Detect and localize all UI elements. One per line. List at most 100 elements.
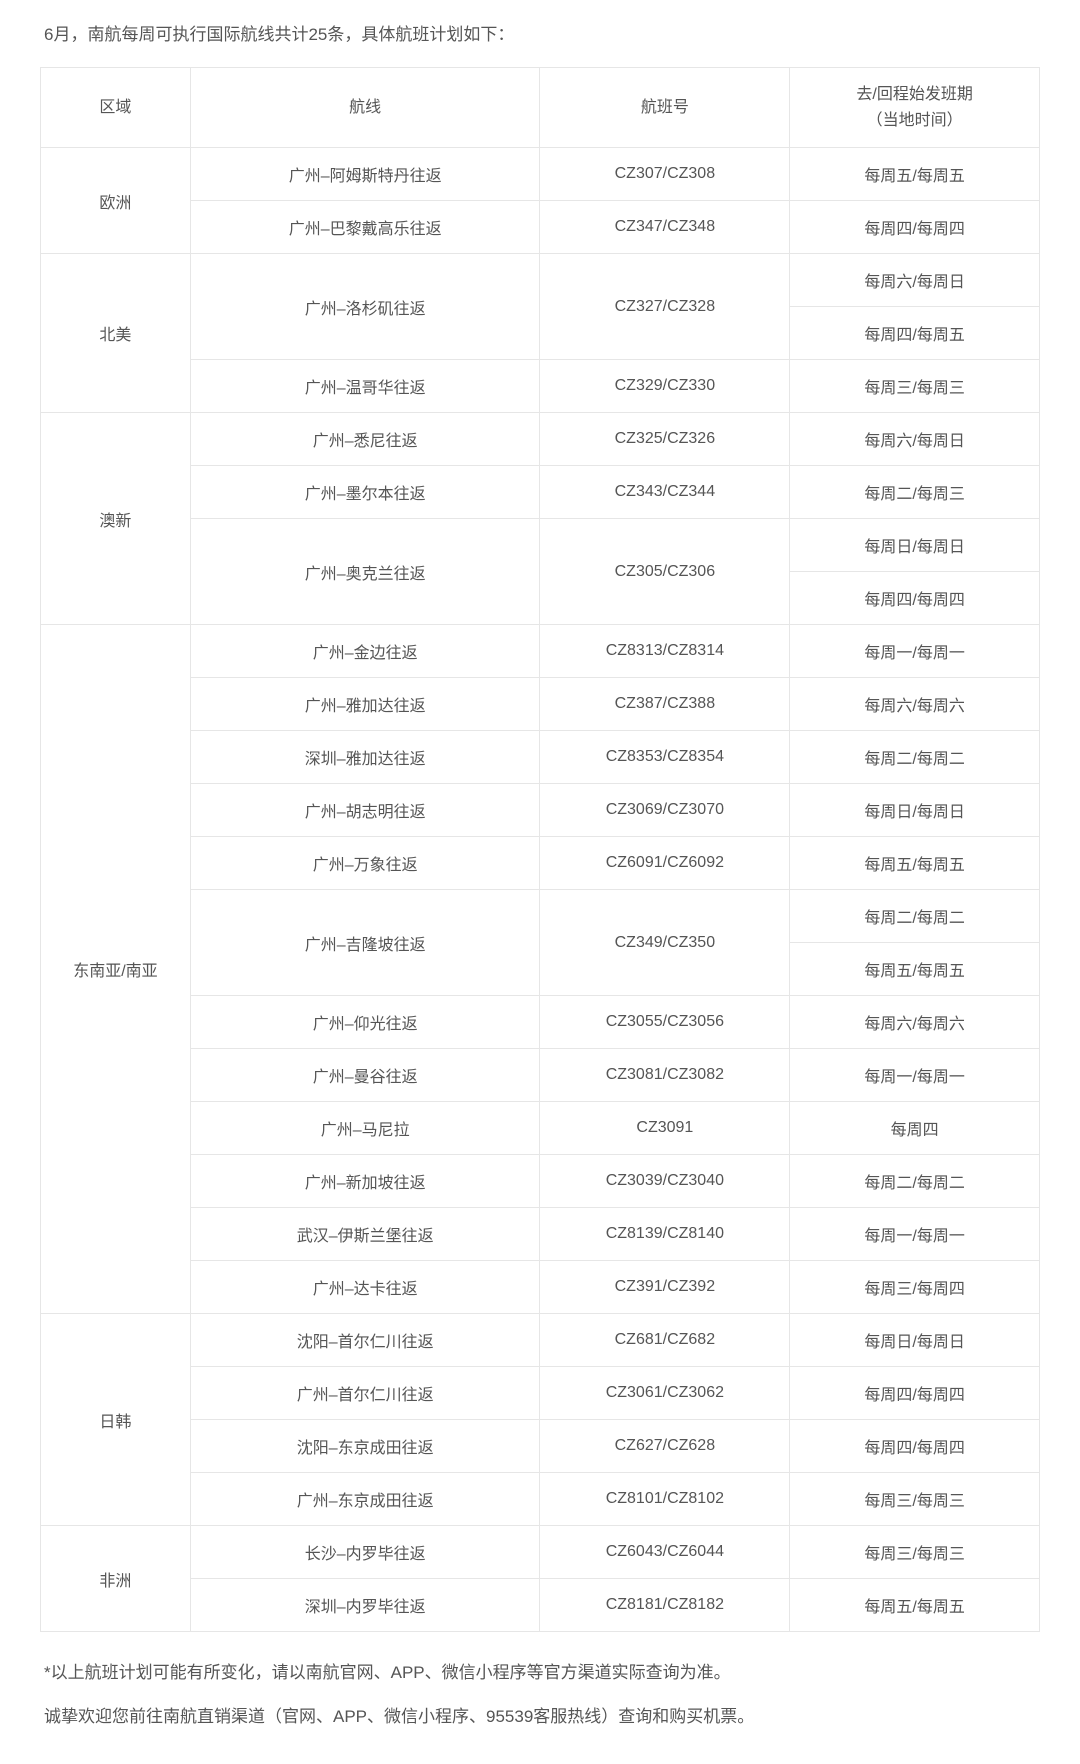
route-cell: 广州–达卡往返 — [190, 1261, 540, 1314]
flight-cell: CZ3055/CZ3056 — [540, 996, 790, 1049]
flight-cell: CZ8313/CZ8314 — [540, 625, 790, 678]
days-cell: 每周二/每周二 — [790, 1155, 1040, 1208]
flight-cell: CZ627/CZ628 — [540, 1420, 790, 1473]
route-cell: 广州–马尼拉 — [190, 1102, 540, 1155]
table-row: 广州–仰光往返CZ3055/CZ3056每周六/每周六 — [41, 996, 1040, 1049]
route-cell: 广州–巴黎戴高乐往返 — [190, 201, 540, 254]
days-cell: 每周四/每周四 — [790, 1367, 1040, 1420]
days-cell: 每周日/每周日 — [790, 519, 1040, 572]
col-header-days: 去/回程始发班期 （当地时间） — [790, 68, 1040, 148]
route-cell: 广州–新加坡往返 — [190, 1155, 540, 1208]
days-cell: 每周三/每周三 — [790, 1473, 1040, 1526]
route-cell: 广州–墨尔本往返 — [190, 466, 540, 519]
route-cell: 广州–阿姆斯特丹往返 — [190, 148, 540, 201]
flight-cell: CZ681/CZ682 — [540, 1314, 790, 1367]
days-cell: 每周四/每周五 — [790, 307, 1040, 360]
table-row: 沈阳–东京成田往返CZ627/CZ628每周四/每周四 — [41, 1420, 1040, 1473]
table-row: 广州–万象往返CZ6091/CZ6092每周五/每周五 — [41, 837, 1040, 890]
days-cell: 每周二/每周二 — [790, 890, 1040, 943]
region-cell: 北美 — [41, 254, 191, 413]
table-row: 广州–温哥华往返CZ329/CZ330每周三/每周三 — [41, 360, 1040, 413]
days-cell: 每周日/每周日 — [790, 784, 1040, 837]
days-cell: 每周三/每周三 — [790, 360, 1040, 413]
table-row: 深圳–雅加达往返CZ8353/CZ8354每周二/每周二 — [41, 731, 1040, 784]
table-row: 广州–墨尔本往返CZ343/CZ344每周二/每周三 — [41, 466, 1040, 519]
table-row: 澳新广州–悉尼往返CZ325/CZ326每周六/每周日 — [41, 413, 1040, 466]
route-cell: 广州–悉尼往返 — [190, 413, 540, 466]
table-row: 广州–胡志明往返CZ3069/CZ3070每周日/每周日 — [41, 784, 1040, 837]
table-row: 广州–东京成田往返CZ8101/CZ8102每周三/每周三 — [41, 1473, 1040, 1526]
table-row: 欧洲广州–阿姆斯特丹往返CZ307/CZ308每周五/每周五 — [41, 148, 1040, 201]
table-row: 广州–曼谷往返CZ3081/CZ3082每周一/每周一 — [41, 1049, 1040, 1102]
flight-cell: CZ6091/CZ6092 — [540, 837, 790, 890]
flight-cell: CZ8139/CZ8140 — [540, 1208, 790, 1261]
days-cell: 每周五/每周五 — [790, 943, 1040, 996]
table-row: 广州–雅加达往返CZ387/CZ388每周六/每周六 — [41, 678, 1040, 731]
days-cell: 每周一/每周一 — [790, 625, 1040, 678]
footnote-block: *以上航班计划可能有所变化，请以南航官网、APP、微信小程序等官方渠道实际查询为… — [40, 1656, 1040, 1734]
days-cell: 每周二/每周二 — [790, 731, 1040, 784]
flight-cell: CZ307/CZ308 — [540, 148, 790, 201]
col-header-days-line1: 去/回程始发班期 — [856, 86, 972, 103]
flight-cell: CZ3081/CZ3082 — [540, 1049, 790, 1102]
flight-schedule-table: 区域 航线 航班号 去/回程始发班期 （当地时间） 欧洲广州–阿姆斯特丹往返CZ… — [40, 67, 1040, 1632]
days-cell: 每周五/每周五 — [790, 837, 1040, 890]
col-header-flight: 航班号 — [540, 68, 790, 148]
flight-cell: CZ343/CZ344 — [540, 466, 790, 519]
table-row: 东南亚/南亚广州–金边往返CZ8313/CZ8314每周一/每周一 — [41, 625, 1040, 678]
route-cell: 广州–东京成田往返 — [190, 1473, 540, 1526]
flight-cell: CZ3039/CZ3040 — [540, 1155, 790, 1208]
flight-cell: CZ387/CZ388 — [540, 678, 790, 731]
days-cell: 每周一/每周一 — [790, 1049, 1040, 1102]
table-row: 广州–新加坡往返CZ3039/CZ3040每周二/每周二 — [41, 1155, 1040, 1208]
route-cell: 沈阳–首尔仁川往返 — [190, 1314, 540, 1367]
route-cell: 广州–奥克兰往返 — [190, 519, 540, 625]
flight-cell: CZ391/CZ392 — [540, 1261, 790, 1314]
days-cell: 每周三/每周四 — [790, 1261, 1040, 1314]
days-cell: 每周六/每周日 — [790, 254, 1040, 307]
days-cell: 每周五/每周五 — [790, 148, 1040, 201]
flight-cell: CZ349/CZ350 — [540, 890, 790, 996]
route-cell: 广州–吉隆坡往返 — [190, 890, 540, 996]
flight-cell: CZ327/CZ328 — [540, 254, 790, 360]
table-row: 非洲长沙–内罗毕往返CZ6043/CZ6044每周三/每周三 — [41, 1526, 1040, 1579]
table-row: 北美广州–洛杉矶往返CZ327/CZ328每周六/每周日 — [41, 254, 1040, 307]
region-cell: 日韩 — [41, 1314, 191, 1526]
route-cell: 深圳–雅加达往返 — [190, 731, 540, 784]
region-cell: 东南亚/南亚 — [41, 625, 191, 1314]
days-cell: 每周日/每周日 — [790, 1314, 1040, 1367]
table-row: 广州–首尔仁川往返CZ3061/CZ3062每周四/每周四 — [41, 1367, 1040, 1420]
route-cell: 长沙–内罗毕往返 — [190, 1526, 540, 1579]
table-row: 广州–达卡往返CZ391/CZ392每周三/每周四 — [41, 1261, 1040, 1314]
region-cell: 非洲 — [41, 1526, 191, 1632]
flight-cell: CZ8101/CZ8102 — [540, 1473, 790, 1526]
col-header-route: 航线 — [190, 68, 540, 148]
days-cell: 每周四 — [790, 1102, 1040, 1155]
col-header-region: 区域 — [41, 68, 191, 148]
col-header-days-line2: （当地时间） — [867, 112, 963, 129]
flight-cell: CZ3091 — [540, 1102, 790, 1155]
flight-cell: CZ347/CZ348 — [540, 201, 790, 254]
region-cell: 澳新 — [41, 413, 191, 625]
flight-cell: CZ8353/CZ8354 — [540, 731, 790, 784]
table-row: 武汉–伊斯兰堡往返CZ8139/CZ8140每周一/每周一 — [41, 1208, 1040, 1261]
table-row: 日韩沈阳–首尔仁川往返CZ681/CZ682每周日/每周日 — [41, 1314, 1040, 1367]
days-cell: 每周二/每周三 — [790, 466, 1040, 519]
days-cell: 每周四/每周四 — [790, 201, 1040, 254]
route-cell: 广州–洛杉矶往返 — [190, 254, 540, 360]
flight-cell: CZ329/CZ330 — [540, 360, 790, 413]
days-cell: 每周六/每周六 — [790, 996, 1040, 1049]
intro-text: 6月，南航每周可执行国际航线共计25条，具体航班计划如下： — [40, 20, 1040, 45]
days-cell: 每周四/每周四 — [790, 1420, 1040, 1473]
days-cell: 每周六/每周日 — [790, 413, 1040, 466]
footnote-1: *以上航班计划可能有所变化，请以南航官网、APP、微信小程序等官方渠道实际查询为… — [44, 1656, 1040, 1690]
table-row: 广州–巴黎戴高乐往返CZ347/CZ348每周四/每周四 — [41, 201, 1040, 254]
route-cell: 广州–万象往返 — [190, 837, 540, 890]
footnote-2: 诚挚欢迎您前往南航直销渠道（官网、APP、微信小程序、95539客服热线）查询和… — [44, 1700, 1040, 1734]
days-cell: 每周一/每周一 — [790, 1208, 1040, 1261]
route-cell: 广州–曼谷往返 — [190, 1049, 540, 1102]
route-cell: 广州–胡志明往返 — [190, 784, 540, 837]
table-row: 广州–奥克兰往返CZ305/CZ306每周日/每周日 — [41, 519, 1040, 572]
route-cell: 武汉–伊斯兰堡往返 — [190, 1208, 540, 1261]
days-cell: 每周三/每周三 — [790, 1526, 1040, 1579]
